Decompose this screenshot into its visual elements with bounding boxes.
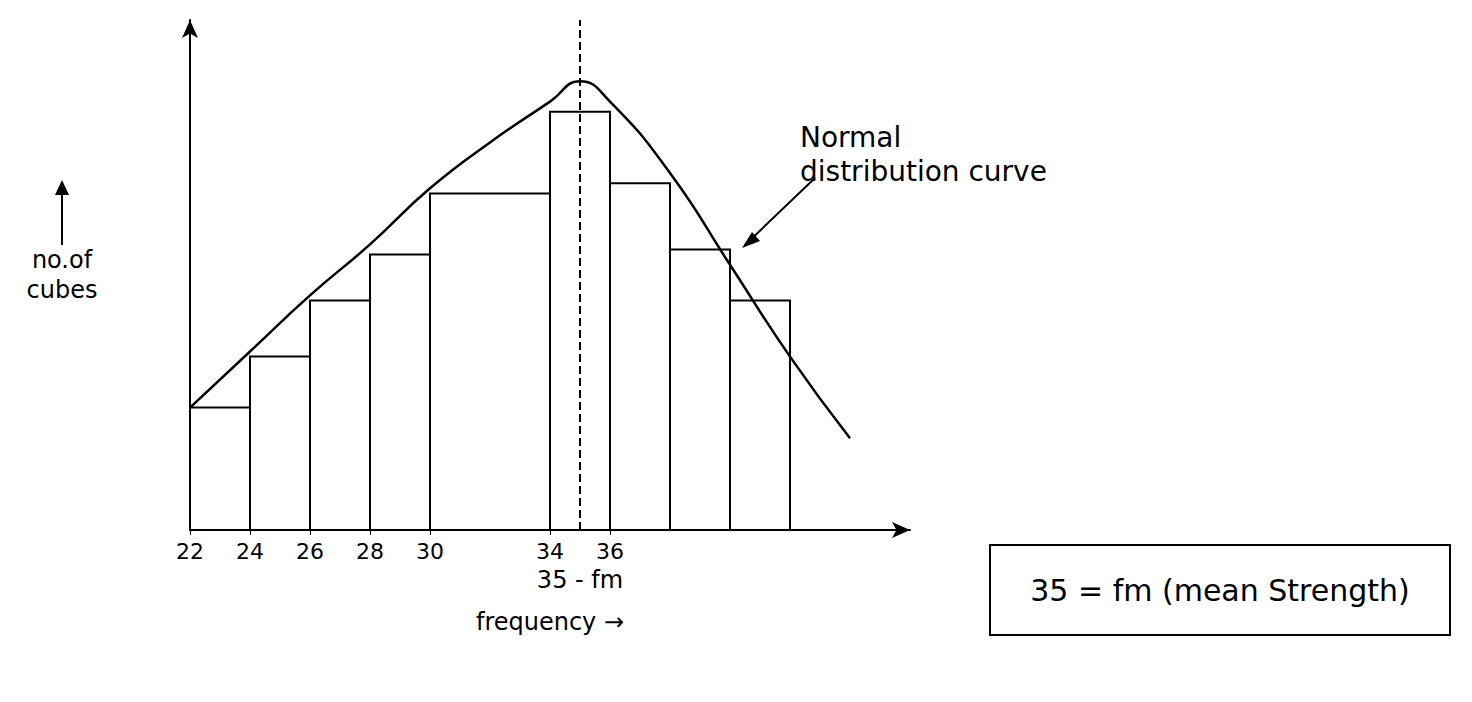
svg-text:35 = fm (mean Strength): 35 = fm (mean Strength) [1030, 573, 1410, 608]
svg-text:36: 36 [596, 539, 624, 564]
svg-text:cubes: cubes [27, 276, 98, 304]
svg-text:34: 34 [536, 539, 564, 564]
svg-text:28: 28 [356, 539, 384, 564]
svg-text:frequency →: frequency → [476, 608, 624, 636]
svg-text:Normal: Normal [800, 121, 901, 154]
svg-text:30: 30 [416, 539, 444, 564]
svg-text:no.of: no.of [32, 246, 93, 274]
svg-text:26: 26 [296, 539, 324, 564]
svg-text:35 - fm: 35 - fm [537, 566, 623, 594]
svg-text:22: 22 [176, 539, 204, 564]
svg-text:distribution curve: distribution curve [800, 155, 1047, 188]
svg-text:24: 24 [236, 539, 264, 564]
